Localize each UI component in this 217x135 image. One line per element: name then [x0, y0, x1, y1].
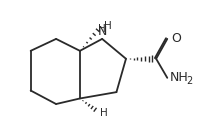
Text: H: H	[100, 108, 107, 118]
Text: 2: 2	[186, 76, 192, 86]
Text: N: N	[97, 25, 107, 38]
Text: NH: NH	[170, 71, 188, 84]
Text: H: H	[104, 21, 112, 31]
Text: O: O	[171, 32, 181, 45]
Text: H: H	[98, 24, 106, 34]
